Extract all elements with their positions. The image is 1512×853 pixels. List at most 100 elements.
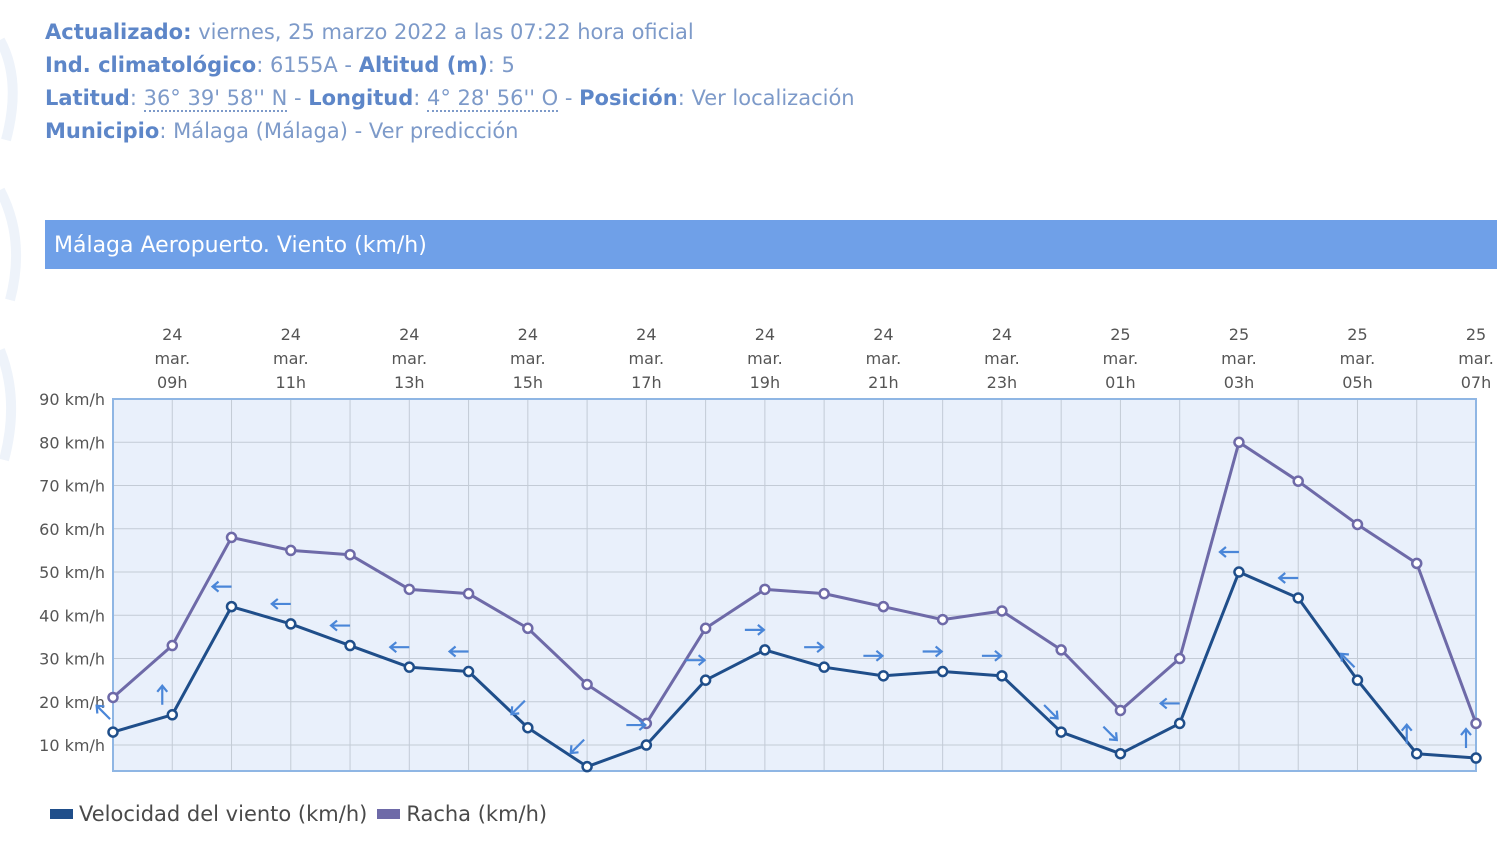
wind-speed-point: [403, 661, 416, 673]
wind-direction-arrow-icon: [1102, 725, 1119, 742]
gust-point: [1410, 557, 1423, 570]
x-tick-label: mar.: [1103, 349, 1139, 368]
y-tick-label: 70 km/h: [39, 477, 105, 496]
y-tick-label: 20 km/h: [39, 693, 105, 712]
x-tick-label: 24: [162, 325, 182, 344]
gust-point: [1173, 652, 1186, 665]
wind-speed-point: [1470, 752, 1482, 764]
x-tick-label: 03h: [1224, 373, 1255, 392]
wind-speed-point: [640, 739, 653, 751]
plot-area: [113, 399, 1476, 771]
updated-row: Actualizado: viernes, 25 marzo 2022 a la…: [45, 16, 855, 49]
plot-border: [112, 398, 1477, 772]
x-tick-label: mar.: [273, 349, 309, 368]
wind-speed-point: [166, 709, 179, 721]
wind-speed-point: [818, 661, 830, 673]
wind-speed-point: [522, 721, 534, 734]
legend-item-wind[interactable]: Velocidad del viento (km/h): [50, 802, 367, 826]
x-tick-label: 25: [1110, 325, 1130, 344]
latitude-value[interactable]: 36° 39' 58'' N: [143, 86, 288, 112]
legend-label-wind: Velocidad del viento (km/h): [79, 802, 368, 826]
municipality-row: Municipio: Málaga (Málaga) - Ver predicc…: [45, 119, 519, 143]
wind-direction-arrow-icon: [447, 645, 469, 658]
x-tick-label: 24: [873, 325, 893, 344]
latitude-label: Latitud: [45, 86, 130, 110]
legend-item-gust[interactable]: Racha (km/h): [377, 802, 547, 826]
wind-direction-arrow-icon: [270, 598, 291, 610]
x-tick-label: 24: [992, 325, 1012, 344]
gust-point: [759, 583, 771, 596]
wind-speed-point: [1292, 592, 1304, 604]
x-tick-label: mar.: [392, 349, 428, 368]
x-tick-label: 11h: [276, 373, 307, 392]
x-tick-label: 24: [399, 325, 419, 344]
x-tick-label: 24: [281, 325, 301, 344]
gust-point: [225, 531, 238, 544]
station-info: Actualizado: viernes, 25 marzo 2022 a la…: [45, 16, 855, 148]
wind-direction-arrow-icon: [1158, 697, 1180, 710]
wind-direction-arrow-icon: [1043, 704, 1059, 720]
gust-point: [1351, 518, 1364, 531]
y-tick-label: 10 km/h: [39, 736, 105, 755]
altitude-value: : 5: [487, 53, 515, 77]
wind-speed-point: [1173, 717, 1186, 730]
y-tick-label: 80 km/h: [39, 433, 105, 452]
x-tick-label: mar.: [984, 349, 1020, 368]
wind-speed-point: [1410, 747, 1423, 760]
updated-value: viernes, 25 marzo 2022 a las 07:22 hora …: [191, 20, 694, 44]
altitude-label: Altitud (m): [358, 53, 488, 77]
gust-point: [403, 583, 416, 596]
gust-point: [581, 678, 593, 691]
gust-point: [1470, 717, 1482, 730]
gust-point: [107, 691, 119, 704]
wind-speed-point: [107, 726, 119, 738]
x-tick-label: 25: [1229, 325, 1249, 344]
x-tick-label: mar.: [510, 349, 546, 368]
x-tick-label: mar.: [1340, 349, 1376, 368]
gust-point: [699, 622, 712, 635]
wind-direction-arrow-icon: [95, 704, 111, 720]
gust-point: [1292, 475, 1304, 487]
wind-direction-arrow-icon: [1277, 572, 1299, 584]
gust-point: [1114, 704, 1127, 717]
gust-point: [936, 613, 949, 626]
wind-direction-arrow-icon: [1339, 652, 1356, 669]
x-tick-label: 07h: [1461, 373, 1492, 392]
gust-point: [877, 600, 890, 613]
updated-label: Actualizado:: [45, 20, 192, 44]
gust-point: [166, 639, 179, 652]
wind-direction-arrow-icon: [1460, 727, 1472, 749]
wind-speed-point: [936, 665, 949, 678]
wind-speed-point: [1055, 726, 1067, 738]
gust-point: [344, 548, 356, 561]
location-link[interactable]: Ver localización: [691, 86, 855, 110]
x-tick-label: 21h: [868, 373, 899, 392]
municipality-link[interactable]: Málaga (Málaga): [173, 119, 348, 143]
x-tick-label: mar.: [629, 349, 665, 368]
wind-speed-point: [759, 644, 771, 656]
coords-row: Latitud: 36° 39' 58'' N - Longitud: 4° 2…: [45, 86, 855, 112]
x-tick-label: 15h: [513, 373, 544, 392]
gust-point: [996, 605, 1008, 617]
gust-point: [1055, 644, 1067, 656]
municipality-label: Municipio: [45, 119, 160, 143]
longitude-label: Longitud: [308, 86, 414, 110]
chart-title-banner: Málaga Aeropuerto. Viento (km/h): [45, 220, 1497, 269]
y-tick-label: 90 km/h: [39, 390, 105, 409]
x-tick-label: mar.: [866, 349, 902, 368]
wind-direction-arrow-icon: [156, 684, 169, 705]
wind-speed-point: [1114, 747, 1127, 760]
wind-direction-arrow-icon: [685, 654, 707, 667]
x-tick-label: 05h: [1342, 373, 1373, 392]
gust-point: [522, 622, 534, 635]
wind-speed-point: [581, 760, 593, 773]
x-tick-label: 19h: [750, 373, 781, 392]
forecast-link[interactable]: Ver predicción: [368, 119, 519, 143]
y-tick-label: 50 km/h: [39, 563, 105, 582]
wind-direction-arrow-icon: [1400, 722, 1413, 744]
legend-label-gust: Racha (km/h): [406, 802, 548, 826]
longitude-value[interactable]: 4° 28' 56'' O: [427, 86, 559, 112]
x-tick-label: 13h: [394, 373, 425, 392]
wind-speed-line: [112, 570, 1477, 769]
gust-point: [1233, 436, 1245, 449]
